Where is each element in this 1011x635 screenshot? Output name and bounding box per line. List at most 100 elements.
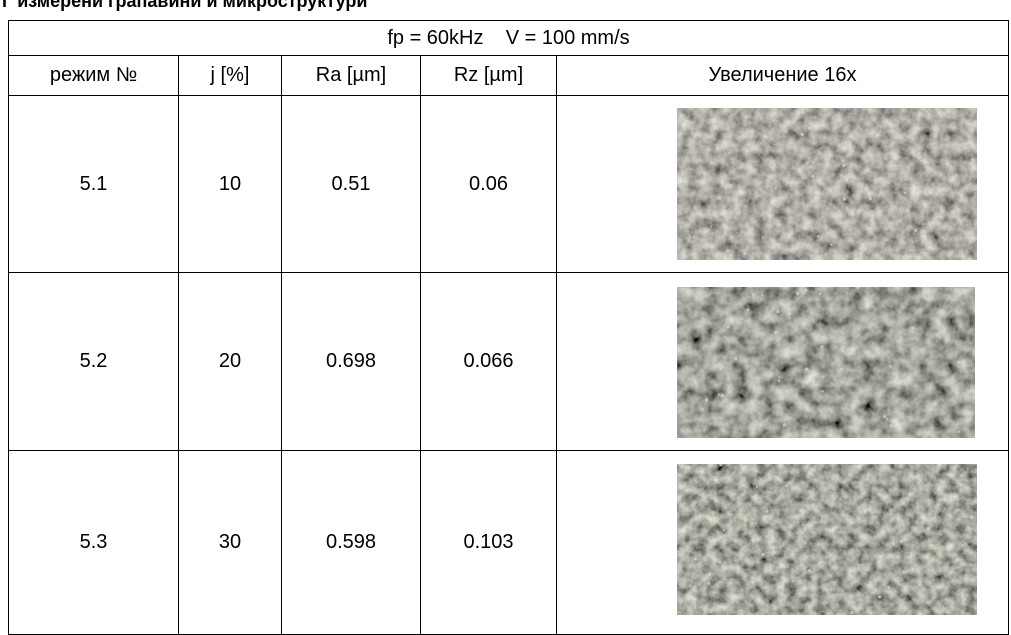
speckle [796, 112, 800, 116]
speckle [899, 539, 903, 543]
column-header: Rz [µm] [420, 55, 557, 96]
speckle [954, 210, 956, 213]
speckle [802, 149, 805, 152]
speckle [967, 468, 969, 470]
speckle [773, 143, 775, 146]
speckle [807, 126, 812, 130]
speckle [791, 580, 794, 583]
speckle [886, 417, 889, 421]
speckle [807, 569, 812, 573]
speckle [914, 228, 918, 233]
speckle [846, 292, 848, 294]
speckle [952, 214, 955, 216]
speckle [875, 326, 877, 328]
speckle [935, 340, 938, 342]
speckle [770, 487, 773, 490]
speckle [752, 525, 755, 527]
speckle [970, 158, 975, 162]
speckle [718, 491, 721, 493]
column-header: режим № [8, 55, 179, 96]
speckle [839, 321, 841, 323]
speckle [776, 310, 780, 314]
speckle [726, 249, 730, 253]
table-cell: 0.103 [420, 450, 557, 635]
speckle [807, 549, 809, 551]
table-cell: 0.06 [420, 95, 557, 273]
speckle [811, 161, 815, 164]
speckle [706, 287, 708, 290]
speckle [710, 225, 712, 227]
speckle [806, 162, 809, 165]
speckle [822, 375, 825, 378]
table-cell: 0.598 [281, 450, 421, 635]
speckle [920, 156, 922, 158]
speckle [889, 365, 892, 368]
speckle [703, 429, 706, 432]
speckle [952, 127, 954, 129]
table-cell: 10 [178, 95, 282, 273]
speckle [778, 376, 780, 378]
speckle [839, 367, 844, 371]
micrograph [677, 287, 975, 438]
speckle [821, 390, 824, 393]
speckle [922, 395, 924, 397]
speckle [969, 515, 973, 519]
speckle [846, 484, 848, 486]
speckle [677, 181, 679, 185]
speckle [765, 509, 769, 513]
speckle [855, 363, 857, 365]
speckle [889, 424, 893, 428]
speckle [797, 471, 799, 473]
column-header: Увеличение 16x [556, 55, 1009, 96]
speckle [904, 191, 907, 194]
speckle [831, 566, 834, 569]
speckle [761, 552, 765, 557]
speckle [783, 426, 785, 428]
speckle [736, 232, 738, 234]
speckle [842, 163, 846, 167]
speckle [773, 551, 776, 554]
speckle [925, 360, 927, 362]
speckle [708, 572, 712, 576]
speckle [774, 330, 778, 334]
speckle [785, 484, 788, 487]
speckle [858, 533, 860, 535]
table-cell: 0.066 [420, 272, 557, 451]
speckle [863, 247, 867, 251]
speckle [920, 251, 923, 254]
speckle [705, 398, 709, 402]
speckle [808, 490, 811, 493]
speckle [740, 317, 743, 320]
table-cell: 0.51 [281, 95, 421, 273]
speckle [769, 211, 771, 213]
speckle [728, 151, 731, 154]
speckle [830, 243, 833, 246]
speckle [938, 187, 940, 189]
micrograph-texture [677, 464, 977, 615]
speckle [901, 325, 903, 327]
speckle [824, 253, 827, 256]
speckle [956, 215, 959, 218]
speckle [874, 160, 876, 162]
speckle [820, 345, 824, 349]
speckle [961, 544, 964, 547]
speckle [752, 293, 756, 297]
speckle [701, 408, 704, 411]
speckle [944, 598, 947, 601]
speckle [767, 548, 769, 550]
speckle [957, 360, 961, 364]
speckle [842, 197, 847, 201]
speckle [884, 157, 887, 160]
speckle [926, 526, 930, 531]
speckle [774, 186, 777, 189]
speckle [855, 141, 857, 143]
speckle [901, 550, 903, 553]
speckle [819, 292, 822, 295]
speckle [822, 335, 825, 338]
micrograph-texture [677, 287, 975, 438]
speckle [783, 423, 787, 427]
speckle [883, 415, 887, 419]
document-title: Г измерени грапавини и микроструктури [2, 0, 368, 11]
speckle [766, 179, 769, 182]
